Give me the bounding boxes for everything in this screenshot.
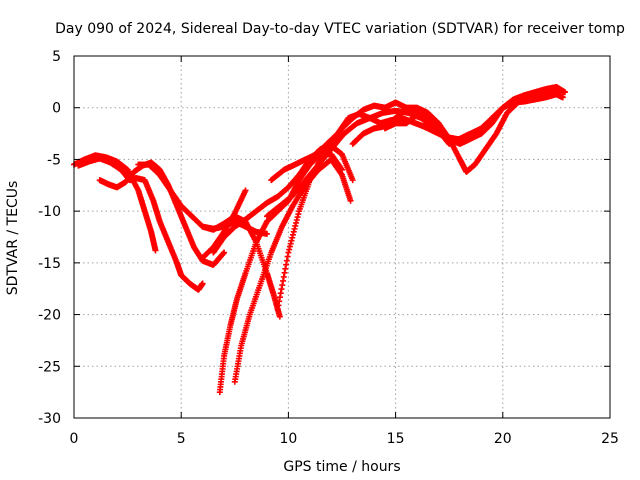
y-tick-label: -15 xyxy=(38,256,61,272)
data-point xyxy=(347,197,354,204)
x-tick-label: 25 xyxy=(601,431,619,447)
y-tick-label: 0 xyxy=(52,101,61,117)
grid-layer xyxy=(74,56,610,418)
data-point xyxy=(561,89,568,96)
y-tick-label: 5 xyxy=(52,49,61,65)
ticks-layer: 0 5 10 15 20 25 -30 -25 -20 -15 -10 -5 0 5 xyxy=(38,49,619,447)
y-tick-label: -30 xyxy=(38,411,61,427)
y-tick-label: -25 xyxy=(38,359,61,375)
chart-title: Day 090 of 2024, Sidereal Day-to-day VTE… xyxy=(55,21,625,37)
series-9 xyxy=(199,187,249,261)
points-layer xyxy=(71,84,568,396)
x-tick-label: 20 xyxy=(494,431,512,447)
series-14 xyxy=(381,91,566,147)
data-point xyxy=(152,247,159,254)
data-point xyxy=(199,280,206,287)
x-tick-label: 10 xyxy=(279,431,297,447)
y-tick-label: -10 xyxy=(38,204,61,220)
series-13 xyxy=(349,87,564,175)
x-tick-label: 0 xyxy=(70,431,79,447)
y-tick-label: -5 xyxy=(47,152,61,168)
data-point xyxy=(263,230,270,237)
x-tick-label: 15 xyxy=(387,431,405,447)
y-axis-label: SDTVAR / TECUs xyxy=(5,181,21,296)
data-point xyxy=(221,249,228,256)
y-tick-label: -20 xyxy=(38,308,61,324)
data-point xyxy=(276,313,283,320)
x-axis-label: GPS time / hours xyxy=(283,459,400,475)
data-point xyxy=(349,177,356,184)
series-2 xyxy=(75,155,206,293)
data-point xyxy=(557,87,564,94)
x-tick-label: 5 xyxy=(177,431,186,447)
plot-frame xyxy=(73,55,611,419)
series-10 xyxy=(274,99,442,313)
data-point xyxy=(242,187,249,194)
data-point xyxy=(559,94,566,101)
